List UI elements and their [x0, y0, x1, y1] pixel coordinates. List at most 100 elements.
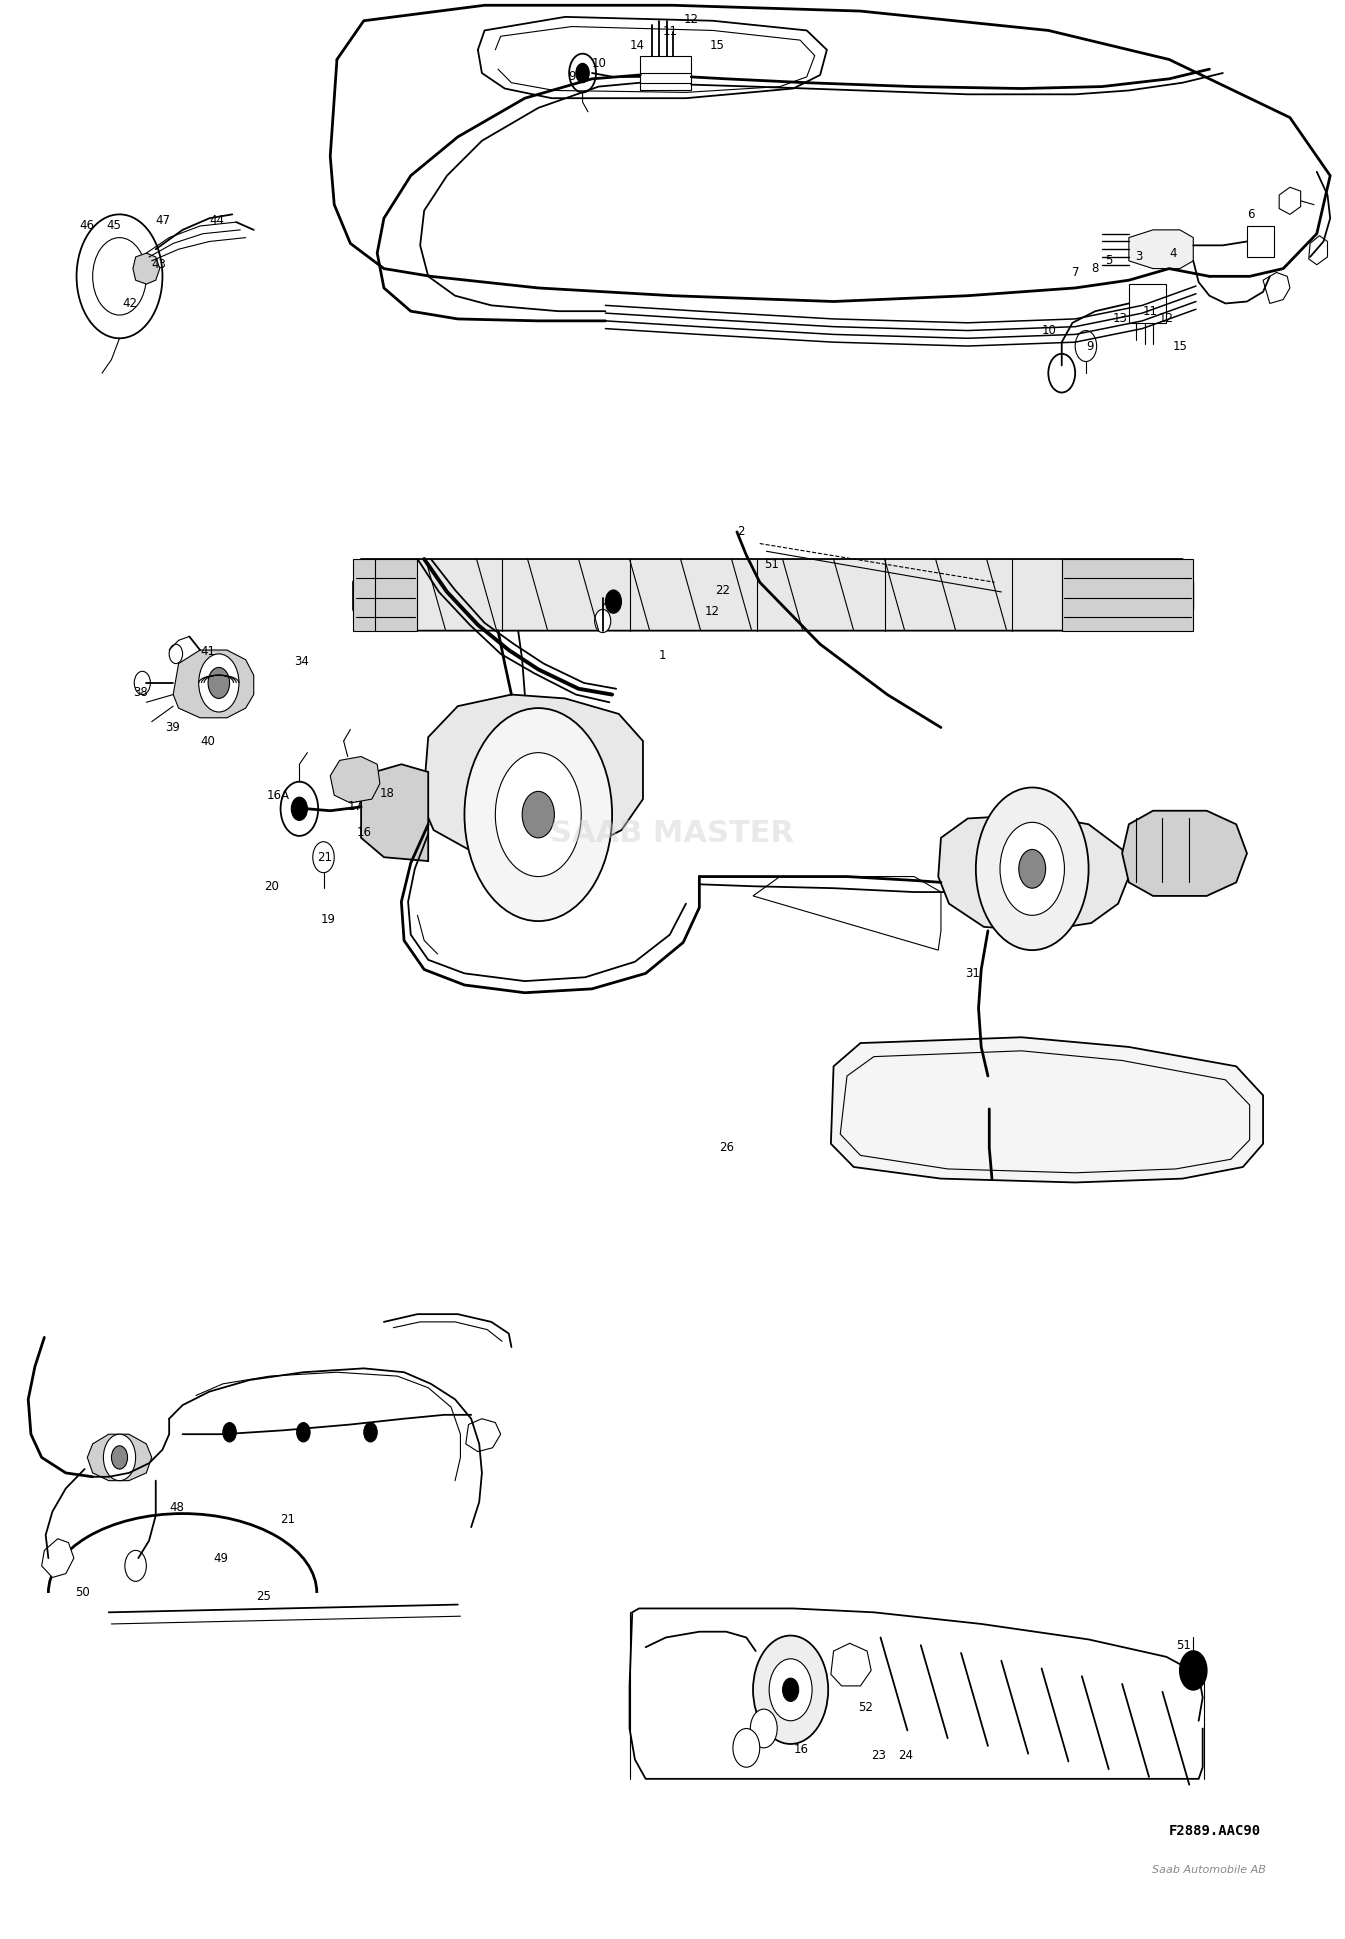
Text: 9: 9 — [1085, 339, 1093, 353]
Polygon shape — [331, 756, 379, 803]
Text: 40: 40 — [200, 735, 215, 748]
Text: 24: 24 — [898, 1749, 913, 1763]
Circle shape — [974, 1063, 1005, 1109]
Circle shape — [576, 64, 589, 83]
Text: 11: 11 — [663, 25, 678, 39]
Text: 26: 26 — [720, 1142, 734, 1154]
Circle shape — [208, 667, 230, 698]
Text: 12: 12 — [683, 14, 698, 27]
Text: 12: 12 — [1158, 312, 1173, 326]
Text: 1: 1 — [659, 650, 667, 663]
Polygon shape — [1061, 558, 1193, 630]
Circle shape — [1018, 849, 1045, 888]
Text: 52: 52 — [858, 1701, 873, 1714]
Circle shape — [983, 1076, 997, 1096]
Text: 42: 42 — [122, 297, 137, 310]
Text: 21: 21 — [317, 851, 332, 863]
Text: 10: 10 — [592, 56, 607, 70]
Text: 16: 16 — [356, 826, 373, 838]
Text: 15: 15 — [1173, 339, 1188, 353]
Circle shape — [753, 1637, 829, 1743]
Circle shape — [769, 1658, 812, 1720]
Text: 10: 10 — [1041, 324, 1056, 337]
Circle shape — [569, 54, 596, 93]
Polygon shape — [1279, 188, 1301, 215]
Text: 16A: 16A — [268, 789, 291, 801]
Text: 19: 19 — [321, 913, 336, 925]
Text: 43: 43 — [152, 258, 167, 271]
Text: 41: 41 — [200, 646, 215, 659]
Circle shape — [281, 781, 319, 836]
Circle shape — [783, 1677, 799, 1701]
Circle shape — [199, 653, 239, 712]
Circle shape — [297, 1423, 311, 1443]
Circle shape — [223, 1423, 237, 1443]
Text: 25: 25 — [257, 1590, 272, 1604]
Polygon shape — [831, 1644, 872, 1685]
Polygon shape — [1263, 273, 1290, 302]
Circle shape — [522, 791, 554, 838]
Circle shape — [77, 215, 163, 337]
Text: Saab Automobile AB: Saab Automobile AB — [1151, 1865, 1266, 1875]
Text: 2: 2 — [737, 525, 744, 539]
Text: 18: 18 — [379, 787, 395, 799]
Circle shape — [112, 1446, 128, 1470]
Circle shape — [292, 797, 308, 820]
Text: 39: 39 — [165, 721, 180, 735]
Circle shape — [93, 238, 147, 314]
Text: 22: 22 — [716, 584, 730, 597]
Text: 51: 51 — [1176, 1638, 1190, 1652]
Bar — [1247, 227, 1274, 258]
Polygon shape — [465, 1419, 500, 1452]
Text: 51: 51 — [764, 558, 779, 572]
Text: 17: 17 — [347, 801, 363, 812]
Circle shape — [125, 1551, 147, 1582]
Polygon shape — [1128, 231, 1193, 270]
Circle shape — [104, 1435, 136, 1481]
Text: 16: 16 — [794, 1743, 808, 1757]
Circle shape — [1180, 1650, 1206, 1689]
Polygon shape — [939, 814, 1128, 931]
Text: 45: 45 — [106, 219, 121, 233]
Circle shape — [1075, 330, 1096, 361]
Polygon shape — [422, 694, 643, 857]
Circle shape — [751, 1708, 777, 1747]
Text: 23: 23 — [872, 1749, 886, 1763]
Circle shape — [313, 842, 335, 873]
Text: 15: 15 — [710, 39, 725, 52]
Text: 20: 20 — [265, 880, 280, 892]
Circle shape — [1048, 353, 1075, 392]
Polygon shape — [87, 1435, 152, 1481]
Polygon shape — [352, 558, 417, 630]
Text: 50: 50 — [75, 1586, 90, 1600]
Circle shape — [464, 708, 612, 921]
Circle shape — [605, 589, 621, 613]
Circle shape — [169, 644, 183, 663]
Text: 48: 48 — [169, 1501, 184, 1514]
Bar — [640, 56, 691, 91]
Text: 12: 12 — [705, 605, 720, 619]
Text: 11: 11 — [1142, 304, 1157, 318]
Polygon shape — [42, 1540, 74, 1578]
Circle shape — [733, 1728, 760, 1766]
Polygon shape — [360, 764, 428, 861]
Polygon shape — [831, 1037, 1263, 1183]
Circle shape — [495, 752, 581, 876]
Bar — [1128, 285, 1166, 322]
Text: 47: 47 — [156, 213, 171, 227]
Text: 13: 13 — [1112, 312, 1127, 326]
Circle shape — [999, 822, 1064, 915]
Polygon shape — [133, 254, 160, 285]
Text: 5: 5 — [1104, 254, 1112, 268]
Polygon shape — [174, 650, 254, 717]
Text: 3: 3 — [1135, 250, 1143, 264]
Circle shape — [134, 671, 151, 694]
Text: 6: 6 — [1247, 207, 1255, 221]
Text: F2889.AAC90: F2889.AAC90 — [1169, 1825, 1260, 1838]
Text: SAAB MASTER: SAAB MASTER — [550, 820, 795, 849]
Polygon shape — [352, 558, 1193, 630]
Text: 9: 9 — [568, 70, 576, 83]
Circle shape — [363, 1423, 377, 1443]
Text: 38: 38 — [133, 686, 148, 700]
Text: 34: 34 — [295, 655, 309, 669]
